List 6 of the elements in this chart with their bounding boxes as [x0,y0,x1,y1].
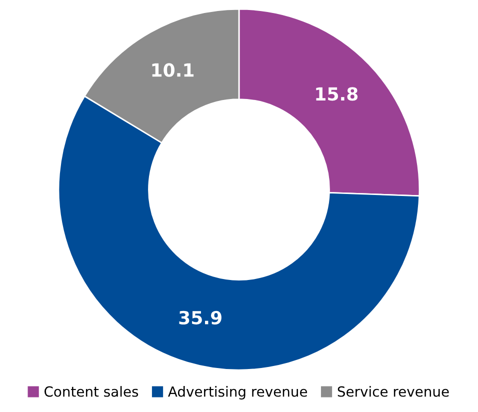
legend-label: Service revenue [338,386,449,397]
data-label: 15.8 [316,87,358,101]
data-label: 35.9 [179,310,222,324]
data-label: 10.1 [152,63,194,77]
legend-label: Content sales [44,386,138,397]
legend-label: Advertising revenue [168,386,308,400]
